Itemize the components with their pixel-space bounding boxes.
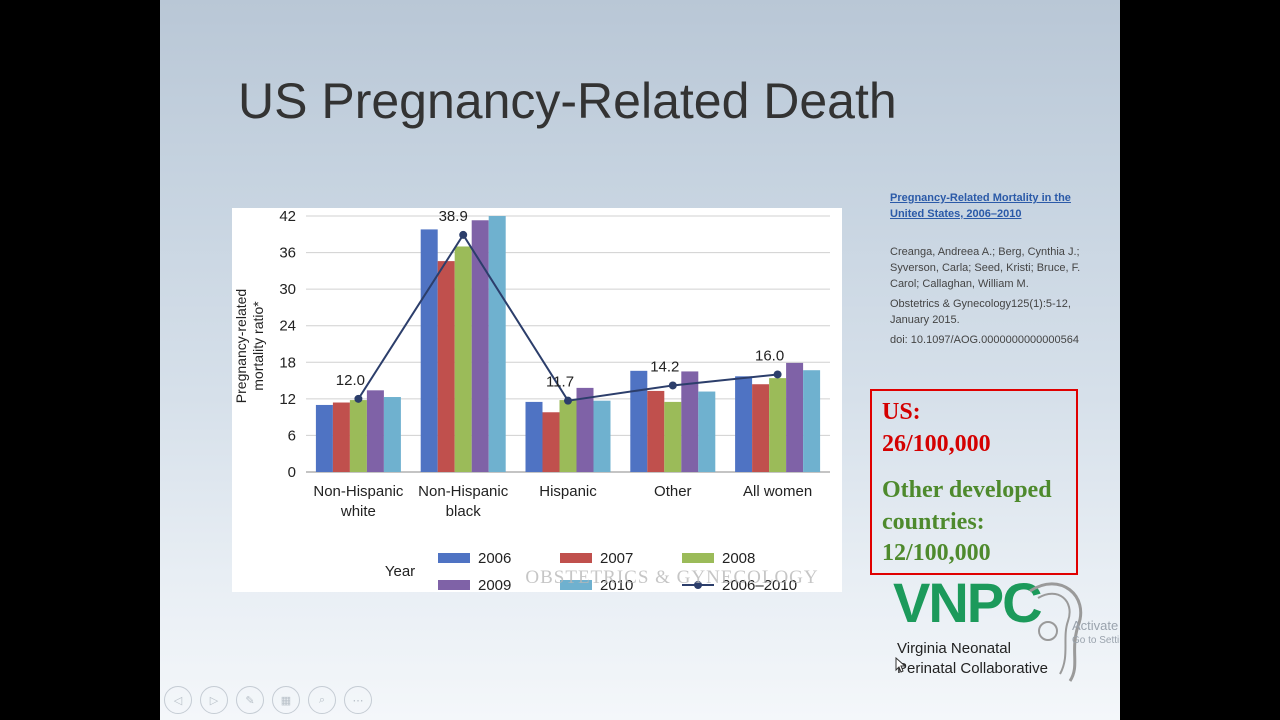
trend-point	[773, 370, 782, 379]
trend-point	[668, 381, 677, 390]
us-value: 26/100,000	[882, 431, 991, 457]
legend-swatch-2009	[438, 580, 470, 590]
legend-label: 2009	[478, 577, 511, 592]
y-tick-label: 6	[288, 427, 296, 444]
bar-2007-1	[332, 402, 350, 472]
y-axis-label-line1: Pregnancy-related	[233, 289, 249, 403]
bar-2008-2	[454, 246, 472, 472]
bar-2006-4	[630, 370, 648, 472]
y-tick-label: 42	[279, 208, 296, 225]
data-label: 16.0	[755, 347, 784, 364]
bar-2009-2	[471, 220, 489, 472]
reference-block: Pregnancy-Related Mortality in the Unite…	[890, 190, 1090, 352]
x-tick-label: Other	[654, 483, 692, 500]
legend-title: Year	[385, 563, 415, 580]
bar-2008-1	[349, 400, 367, 472]
y-tick-label: 0	[288, 464, 296, 481]
reference-journal: Obstetrics & Gynecology125(1):5-12, Janu…	[890, 298, 1071, 326]
x-tick-label: Non-Hispanic	[313, 483, 404, 500]
legend-label: 2010	[600, 577, 633, 592]
legend-label: 2007	[600, 550, 633, 567]
bar-2007-2	[437, 261, 455, 472]
legend-label: 2006–2010	[722, 577, 797, 592]
pen-icon[interactable]: ✎	[236, 686, 264, 714]
bar-2007-3	[542, 412, 560, 472]
legend-line-marker	[694, 581, 702, 589]
arrow-left-icon[interactable]: ◁	[164, 686, 192, 714]
slide-title: US Pregnancy-Related Death	[238, 73, 897, 129]
more-icon[interactable]: ⋯	[344, 686, 372, 714]
bar-2008-4	[664, 401, 682, 472]
other-value: 12/100,000	[882, 540, 991, 566]
legend-swatch-2006	[438, 553, 470, 563]
slides-icon[interactable]: ▦	[272, 686, 300, 714]
bar-2010-2	[488, 216, 506, 472]
bar-2010-1	[383, 397, 401, 472]
arrow-right-icon[interactable]: ▷	[200, 686, 228, 714]
reference-link[interactable]: Pregnancy-Related Mortality in the Unite…	[890, 192, 1071, 220]
reference-authors: Creanga, Andreea A.; Berg, Cynthia J.; S…	[890, 246, 1081, 290]
zoom-icon[interactable]: ⌕	[308, 686, 336, 714]
bar-2010-3	[593, 400, 611, 472]
bar-2010-4	[698, 391, 716, 472]
vnpc-logo: VNPC	[893, 571, 1043, 634]
bar-2006-3	[525, 401, 543, 472]
data-label: 14.2	[650, 358, 679, 375]
bar-2008-3	[559, 400, 577, 472]
x-tick-label: Hispanic	[539, 483, 597, 500]
reference-doi: doi: 10.1097/AOG.0000000000000564	[890, 334, 1079, 346]
other-label-line2: countries:	[882, 509, 985, 535]
y-tick-label: 36	[279, 245, 296, 262]
chart-figure: 0 6 12 18 24 30 36 42 Pregnancy-related mortality…	[232, 208, 842, 592]
bar-2009-3	[576, 387, 594, 472]
bar-2010-5	[803, 370, 821, 472]
trend-point	[354, 394, 363, 403]
y-tick-label: 12	[279, 391, 296, 408]
mouse-cursor-icon	[895, 657, 907, 673]
other-label-line1: Other developed	[882, 477, 1052, 503]
legend-swatch-2008	[682, 553, 714, 563]
y-tick-label: 30	[279, 281, 296, 298]
bar-2006-1	[315, 404, 333, 472]
bar-2007-5	[752, 384, 770, 472]
x-tick-label: black	[446, 503, 482, 520]
bar-2009-1	[366, 390, 384, 472]
data-label: 12.0	[336, 372, 365, 389]
slideshow-toolbar: ◁ ▷ ✎ ▦ ⌕ ⋯	[164, 686, 372, 714]
bar-2009-5	[786, 362, 804, 472]
mother-child-logo-icon	[1029, 582, 1083, 682]
bar-2006-2	[420, 229, 438, 472]
legend-label: 2006	[478, 550, 511, 567]
bar-2006-5	[735, 376, 753, 472]
logo-subtitle-line1: Virginia Neonatal	[897, 640, 1011, 657]
us-label: US:	[882, 399, 921, 425]
data-label: 11.7	[546, 374, 574, 391]
y-axis-label-line2: mortality ratio*	[250, 301, 266, 391]
data-label: 38.9	[439, 208, 468, 225]
legend-swatch-2010	[560, 580, 592, 590]
bar-2008-5	[769, 378, 787, 472]
logo-subtitle-line2: Perinatal Collaborative	[897, 660, 1048, 677]
trend-point	[459, 230, 468, 239]
bar-2009-4	[681, 371, 699, 472]
trend-point	[564, 396, 572, 405]
x-tick-label: Non-Hispanic	[418, 483, 509, 500]
journal-watermark: OBSTETRICS & GYNECOLOGY	[525, 567, 818, 588]
activate-windows-hint: Go to Settings to activate Windows.	[1072, 635, 1120, 646]
legend-label: 2008	[722, 550, 755, 567]
y-tick-label: 18	[279, 354, 296, 371]
stats-box: US: 26/100,000 Other developed countries…	[870, 389, 1078, 575]
y-tick-label: 24	[279, 318, 296, 335]
x-tick-label: All women	[743, 483, 812, 500]
slide: US Pregnancy-Related Death 0 6 12 18 24 30 36 4…	[160, 0, 1120, 720]
legend-swatch-2007	[560, 553, 592, 563]
activate-windows-title: Activate Windows	[1072, 618, 1120, 633]
x-tick-label: white	[340, 503, 376, 520]
mortality-chart: 0 6 12 18 24 30 36 42 Pregnancy-related mortality…	[233, 208, 830, 592]
bar-2007-4	[647, 390, 665, 472]
